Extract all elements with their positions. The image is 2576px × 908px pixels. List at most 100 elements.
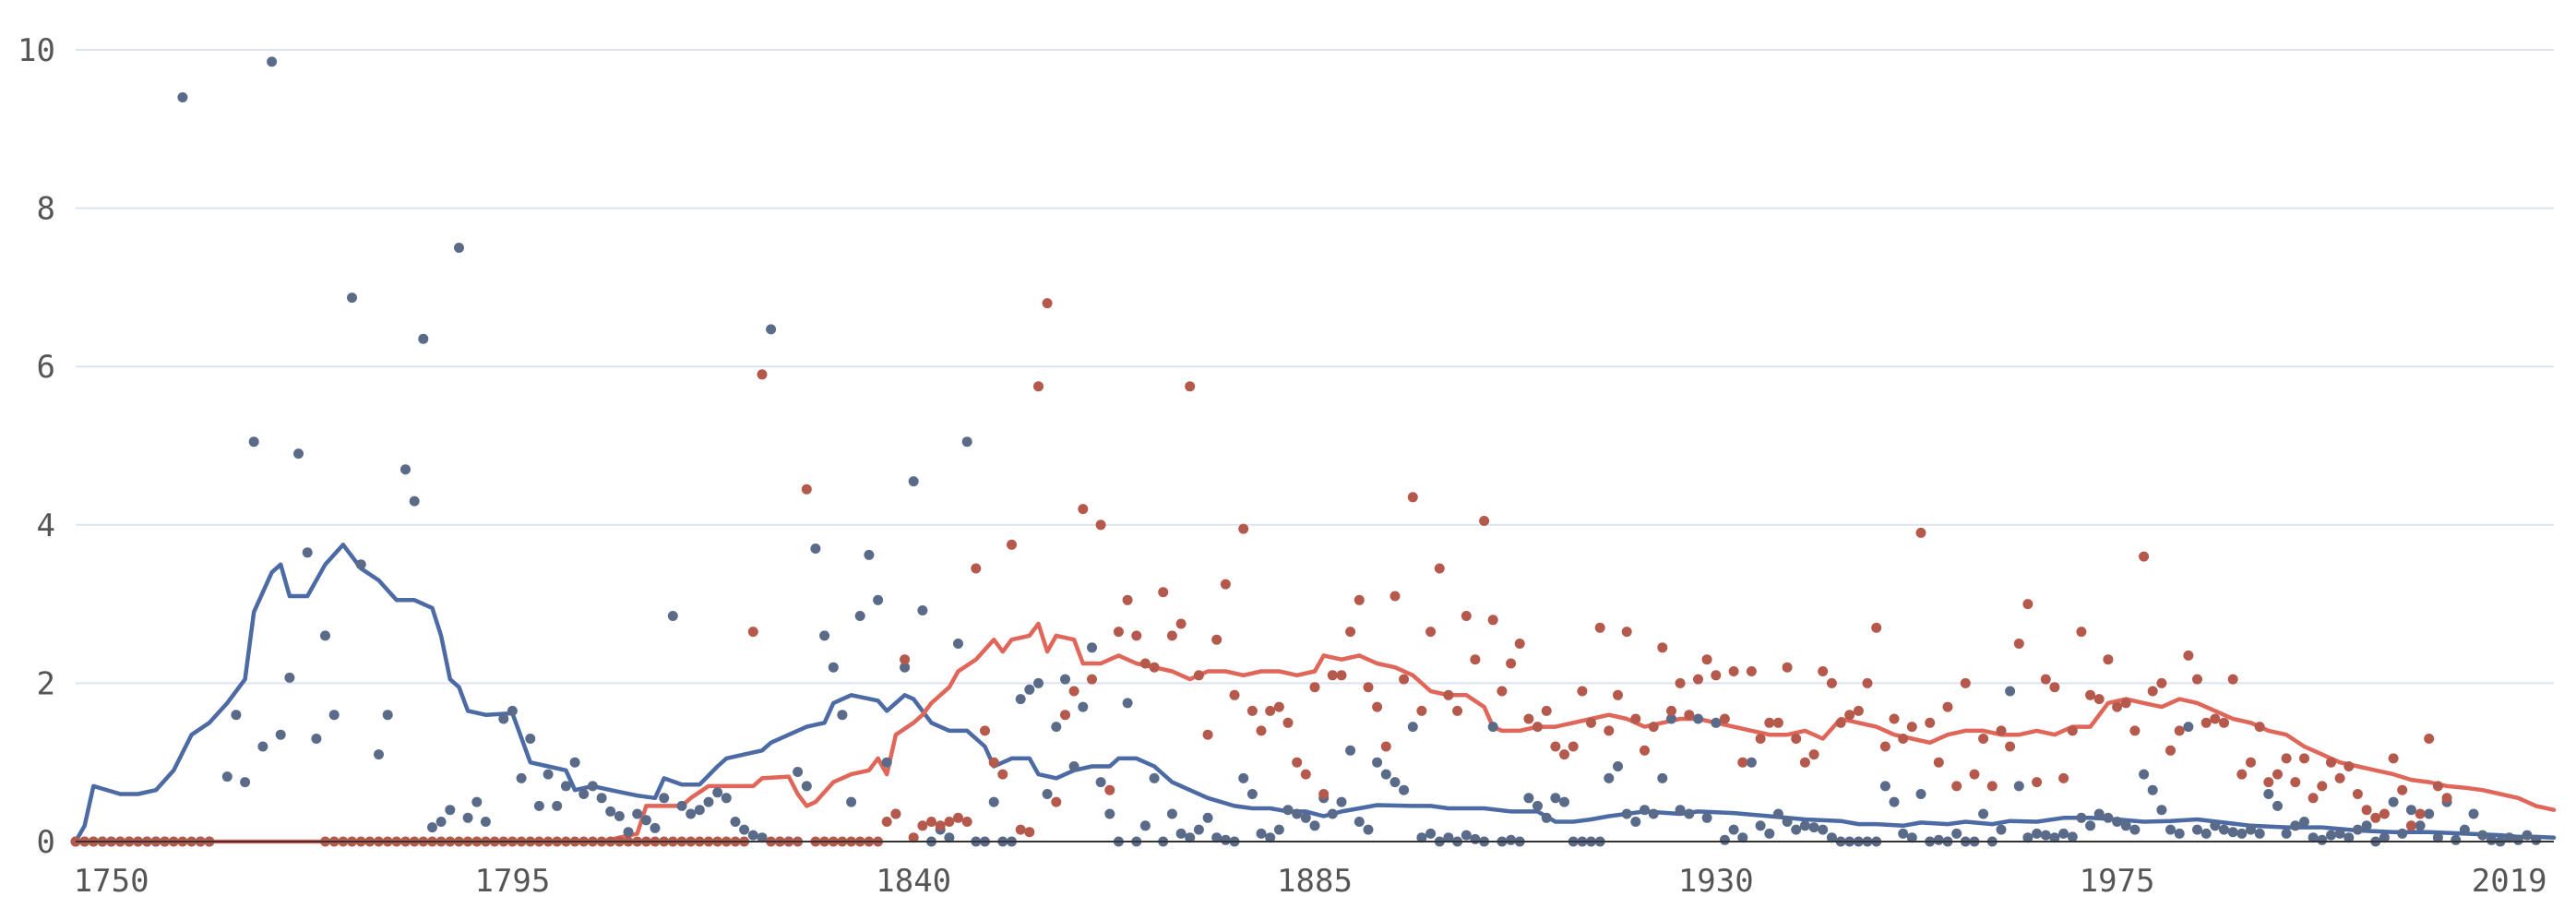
series-1-point (525, 734, 536, 744)
series-2-point (1782, 662, 1793, 673)
series-1-point (810, 544, 821, 554)
series-1-point (1336, 796, 1347, 807)
series-2-point (1497, 686, 1508, 697)
series-1-point (2361, 820, 2372, 831)
series-2-point (2013, 639, 2024, 649)
series-2-point (1737, 757, 1748, 768)
series-1-point (1416, 832, 1427, 843)
series-2-point (1246, 705, 1258, 716)
series-1-point (569, 757, 580, 768)
series-1-point (1550, 793, 1561, 804)
series-2-point (926, 817, 936, 827)
series-1-point (2058, 828, 2069, 839)
series-1-point (1033, 677, 1044, 688)
series-1-point (961, 436, 972, 448)
series-2-point (1282, 717, 1294, 728)
series-1-point (560, 781, 571, 792)
series-2-point (1719, 713, 1730, 724)
series-2-point (1336, 670, 1347, 681)
series-2-point (1060, 710, 1070, 721)
series-2-point (1229, 689, 1240, 700)
series-1-point (1764, 828, 1775, 839)
series-1-point (2334, 828, 2345, 839)
series-1-point (2085, 820, 2096, 831)
series-1-point (908, 476, 919, 487)
series-1-point (2352, 824, 2363, 835)
series-2-point (757, 369, 768, 380)
series-2-point (1969, 769, 1980, 780)
series-1-point (881, 757, 892, 768)
series-1-point (944, 832, 955, 843)
series-2-point (1166, 630, 1177, 641)
series-1-point (435, 817, 447, 827)
series-1-point (2093, 808, 2105, 819)
series-1-point (587, 781, 598, 792)
series-2-point (971, 563, 982, 574)
series-1-point (1826, 832, 1837, 843)
series-1-point (1604, 772, 1615, 783)
series-1-point (1202, 812, 1213, 823)
series-1-point (1345, 745, 1356, 756)
series-1-point (793, 767, 804, 777)
series-2-point (944, 817, 955, 827)
series-1-point (2432, 832, 2443, 843)
series-1-point (739, 824, 750, 835)
series-1-point (2468, 808, 2479, 819)
series-1-point (1559, 796, 1569, 807)
series-2-point (1728, 666, 1739, 676)
series-1-point (418, 333, 429, 344)
series-1-point (650, 822, 661, 833)
series-1-point (516, 772, 527, 783)
series-2-point (1238, 523, 1249, 534)
series-1-point (1220, 834, 1231, 845)
series-1-point (1791, 824, 1802, 835)
series-2-point (2405, 820, 2416, 831)
series-1-point (614, 811, 625, 821)
series-2-point (1256, 725, 1267, 736)
series-1-point (2522, 830, 2533, 841)
series-2-point (2352, 789, 2363, 799)
series-1-point (1818, 824, 1829, 835)
series-2-point (890, 808, 901, 819)
series-1-point (1193, 824, 1204, 835)
series-2-point (2165, 745, 2176, 756)
series-1-point (248, 436, 259, 448)
series-1-point (1701, 812, 1712, 823)
series-2-point (2361, 805, 2372, 816)
series-2-point (1051, 796, 1062, 807)
series-1-point (347, 293, 357, 304)
series-1-point (1648, 808, 1659, 819)
series-2-point (1746, 666, 1757, 676)
series-2-point (1648, 722, 1659, 733)
series-2-point (1149, 662, 1160, 673)
series-2-point (1095, 520, 1106, 531)
series-2-point (2120, 698, 2131, 709)
series-1-point (311, 734, 322, 744)
series-2-point (1078, 504, 1089, 515)
series-2-point (1211, 634, 1222, 645)
series-2-point (2326, 757, 2336, 768)
series-2-point (2334, 772, 2345, 783)
series-1-point (1711, 717, 1722, 728)
series-1-point (462, 812, 473, 823)
series-2-point (1087, 674, 1097, 685)
series-1-point (2299, 817, 2309, 827)
series-2-point (2112, 701, 2123, 712)
series-1-point (1470, 833, 1481, 844)
series-1-point (1354, 817, 1365, 827)
series-2-point (2236, 769, 2248, 780)
series-1-point (1292, 808, 1303, 819)
series-2-point (1380, 741, 1391, 752)
series-1-point (1139, 820, 1151, 831)
series-2-point (1416, 705, 1427, 716)
series-2-point (2424, 734, 2435, 744)
series-1-point (2147, 784, 2158, 795)
series-1-point (2183, 722, 2194, 733)
series-2-point (1541, 705, 1552, 716)
series-1-point (1675, 805, 1686, 816)
series-1-point (1015, 694, 1026, 705)
x-tick-label: 1930 (1678, 863, 1754, 900)
series-2-point (1425, 627, 1437, 638)
series-2-point (1630, 713, 1641, 724)
series-1-point (846, 796, 857, 807)
